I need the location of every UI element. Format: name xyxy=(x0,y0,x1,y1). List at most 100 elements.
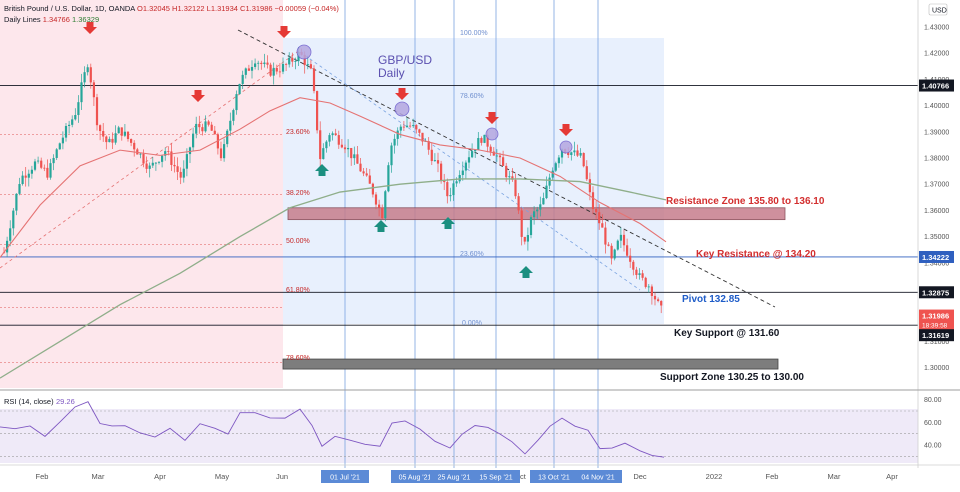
pivot-circle xyxy=(296,44,312,60)
daily-lines-legend: Daily Lines 1.34766 1.36329 xyxy=(4,15,99,24)
candle-body xyxy=(520,210,523,237)
chart-title-line-2: Daily xyxy=(378,66,405,80)
candle-body xyxy=(412,125,415,127)
y-tick-label: 1.31000 xyxy=(924,339,949,346)
candle-body xyxy=(126,131,130,140)
pink-zone xyxy=(0,0,283,388)
candle-body xyxy=(421,132,424,142)
x-tick-label: Apr xyxy=(886,472,898,481)
x-tick-label: Jun xyxy=(276,472,288,481)
date-marker-label: 15 Sep '21 xyxy=(479,475,512,482)
candle-body xyxy=(250,66,254,71)
candle-body xyxy=(238,83,241,95)
candle-body xyxy=(371,183,374,195)
candle-body xyxy=(145,163,148,169)
candle-body xyxy=(24,175,27,178)
candle-body xyxy=(343,147,347,150)
badge-last-bg xyxy=(919,309,954,331)
candle-body xyxy=(353,154,356,159)
candle-body xyxy=(309,64,312,69)
fib-box xyxy=(283,38,664,324)
candle-body xyxy=(489,146,492,152)
candle-body xyxy=(365,173,368,176)
daily-lines-value-1: 1.34766 xyxy=(42,15,70,24)
candle-body xyxy=(387,165,390,192)
candle-body xyxy=(55,149,58,158)
candle-body xyxy=(415,125,418,130)
candle-body xyxy=(64,125,68,138)
candle-body xyxy=(440,163,443,181)
fib-left-label: 50.00% xyxy=(286,238,310,245)
candle-body xyxy=(204,121,207,132)
y-tick-label: 1.42000 xyxy=(924,51,949,58)
candle-body xyxy=(418,129,421,133)
candle-body xyxy=(557,157,560,164)
candle-body xyxy=(139,153,142,155)
candle-body xyxy=(12,210,15,229)
candle-body xyxy=(331,133,334,136)
support-zone-label: Support Zone 130.25 to 130.00 xyxy=(660,372,804,383)
candle-body xyxy=(102,131,105,137)
candle-body xyxy=(40,160,43,168)
candle-body xyxy=(99,125,102,132)
candle-body xyxy=(514,179,517,197)
candle-body xyxy=(359,163,362,172)
candle-body xyxy=(477,138,480,150)
candle-body xyxy=(164,151,167,156)
candle-body xyxy=(430,149,433,162)
down-arrow-icon xyxy=(395,88,409,100)
date-marker-bg xyxy=(530,470,578,483)
candle-body xyxy=(185,154,188,169)
candle-body xyxy=(492,151,495,156)
candle-body xyxy=(198,123,201,128)
candle-body xyxy=(247,68,250,71)
candle-body xyxy=(598,212,601,224)
symbol-line: British Pound / U.S. Dollar, 1D, OANDA xyxy=(4,4,135,13)
candle-body xyxy=(173,164,176,167)
pivot-circle xyxy=(485,127,499,141)
candle-body xyxy=(405,125,409,128)
candle-body xyxy=(653,295,657,300)
candle-body xyxy=(443,180,446,183)
candle-body xyxy=(43,167,46,169)
candle-body xyxy=(533,211,536,218)
candle-body xyxy=(201,127,204,132)
candle-body xyxy=(588,179,591,193)
up-arrow-icon xyxy=(441,217,455,229)
candle-body xyxy=(446,182,449,197)
candle-body xyxy=(157,161,161,163)
candle-body xyxy=(458,175,461,182)
candle-body xyxy=(154,162,157,164)
candle-body xyxy=(176,166,179,172)
y-tick-label: 1.30000 xyxy=(924,365,949,372)
candle-body xyxy=(657,299,660,301)
daily-lines-value-2: 1.36329 xyxy=(72,15,100,24)
candle-body xyxy=(591,192,595,210)
candle-body xyxy=(471,151,474,158)
candle-body xyxy=(350,147,353,159)
candle-body xyxy=(328,135,331,142)
key-resistance-label: Key Resistance @ 134.20 xyxy=(696,249,816,260)
candle-body xyxy=(517,196,520,211)
candle-body xyxy=(545,185,548,199)
candle-body xyxy=(71,119,74,125)
candle-body xyxy=(660,300,663,306)
candle-body xyxy=(207,121,210,125)
candle-body xyxy=(455,181,458,184)
candle-body xyxy=(644,277,647,287)
key-support-label: Key Support @ 131.60 xyxy=(674,328,780,339)
candle-body xyxy=(629,255,632,262)
candle-body xyxy=(269,64,272,76)
ohlc-high: H1.32122 xyxy=(172,4,205,13)
candle-body xyxy=(263,62,266,65)
candle-body xyxy=(409,125,412,127)
down-arrow-icon xyxy=(277,26,291,38)
candle-body xyxy=(579,152,582,156)
x-tick-label: 2022 xyxy=(706,472,723,481)
candle-body xyxy=(619,234,622,241)
down-arrow-icon xyxy=(83,22,97,34)
candle-body xyxy=(480,138,483,143)
candle-body xyxy=(613,249,616,259)
rsi-line xyxy=(0,401,665,458)
